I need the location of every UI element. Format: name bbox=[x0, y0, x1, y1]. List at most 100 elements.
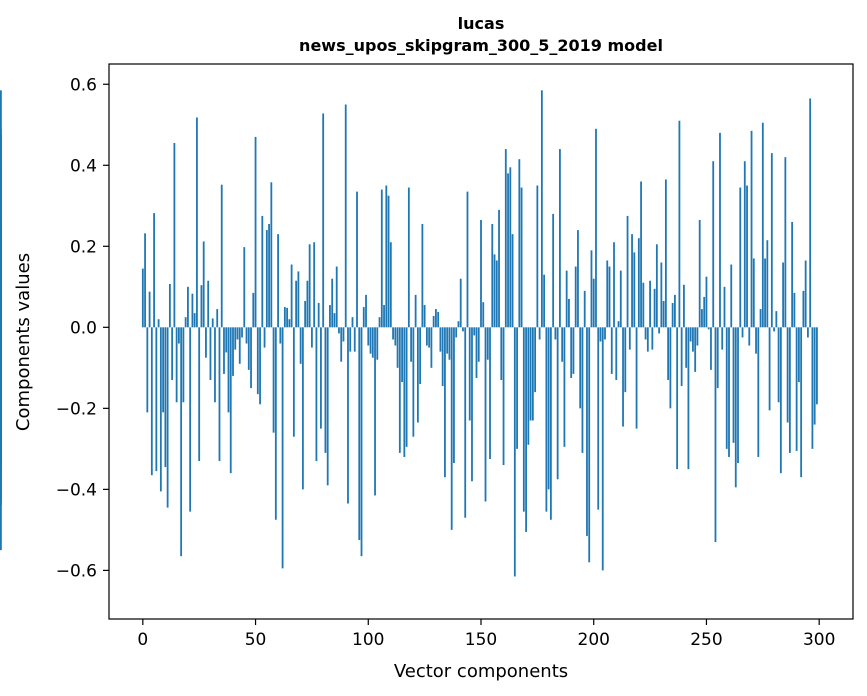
bar-56 bbox=[268, 224, 270, 328]
bars-group bbox=[0, 90, 818, 577]
bar-93 bbox=[351, 317, 354, 328]
bar-164 bbox=[511, 234, 514, 328]
y-tick-label: −0.4 bbox=[56, 480, 97, 500]
bar-undefined bbox=[0, 327, 2, 380]
bar-214 bbox=[624, 327, 627, 393]
bar-225 bbox=[649, 280, 651, 328]
bar-204 bbox=[601, 327, 604, 571]
bar-234 bbox=[669, 327, 672, 409]
bar-41 bbox=[234, 327, 237, 350]
chart-title: lucas bbox=[458, 14, 505, 33]
bar-133 bbox=[441, 327, 444, 387]
bar-47 bbox=[247, 327, 250, 370]
bar-85 bbox=[333, 313, 336, 328]
bar-295 bbox=[807, 327, 809, 338]
bar-282 bbox=[777, 327, 780, 403]
bar-122 bbox=[416, 327, 419, 423]
x-axis: 0 50 100 150 200 250 300 bbox=[137, 619, 835, 650]
bar-192 bbox=[574, 266, 577, 328]
bar-144 bbox=[466, 191, 469, 328]
bar-44 bbox=[241, 327, 243, 338]
bar-undefined bbox=[0, 327, 2, 470]
bar-6 bbox=[155, 327, 158, 472]
y-tick-label: −0.2 bbox=[56, 399, 97, 419]
y-tick-label: 0.0 bbox=[70, 318, 97, 338]
bar-158 bbox=[498, 209, 500, 328]
x-tick-label: 200 bbox=[578, 630, 610, 650]
bar-131 bbox=[437, 311, 440, 328]
bar-59 bbox=[274, 327, 277, 520]
bar-125 bbox=[423, 305, 426, 328]
bar-256 bbox=[719, 132, 721, 328]
bar-242 bbox=[687, 327, 690, 470]
bar-229 bbox=[658, 327, 661, 334]
bar-30 bbox=[209, 327, 212, 380]
bar-209 bbox=[613, 242, 615, 328]
bar-102 bbox=[371, 327, 374, 358]
bar-9 bbox=[162, 327, 165, 413]
bar-145 bbox=[468, 327, 471, 421]
bar-187 bbox=[563, 327, 566, 447]
bar-259 bbox=[725, 327, 728, 449]
bar-299 bbox=[816, 327, 818, 405]
bar-168 bbox=[520, 187, 523, 328]
bar-99 bbox=[365, 294, 367, 328]
bar-112 bbox=[394, 327, 397, 346]
bar-124 bbox=[421, 224, 424, 328]
bar-244 bbox=[692, 327, 694, 352]
bar-54 bbox=[263, 327, 266, 348]
bar-88 bbox=[340, 327, 343, 362]
bar-273 bbox=[757, 327, 760, 457]
bar-221 bbox=[640, 181, 642, 328]
bar-220 bbox=[637, 238, 640, 328]
bar-249 bbox=[703, 296, 706, 328]
bar-69 bbox=[297, 271, 300, 328]
bar-29 bbox=[207, 280, 210, 328]
bar-91 bbox=[347, 327, 349, 504]
bar-86 bbox=[335, 266, 338, 328]
bar-162 bbox=[507, 173, 509, 328]
bar-35 bbox=[220, 184, 223, 328]
bar-89 bbox=[342, 327, 345, 342]
bar-275 bbox=[761, 122, 764, 328]
bar-257 bbox=[721, 327, 724, 350]
bar-117 bbox=[405, 327, 408, 447]
bar-40 bbox=[232, 327, 234, 376]
bar-292 bbox=[800, 327, 803, 478]
bar-195 bbox=[581, 327, 584, 453]
bar-126 bbox=[425, 327, 428, 346]
bar-177 bbox=[540, 90, 543, 328]
bar-284 bbox=[782, 262, 785, 328]
bar-262 bbox=[732, 327, 735, 443]
bar-71 bbox=[301, 327, 304, 490]
bar-110 bbox=[389, 242, 392, 328]
bar-39 bbox=[229, 327, 232, 474]
bar-31 bbox=[211, 318, 214, 328]
plot-frame bbox=[108, 63, 854, 620]
bar-243 bbox=[689, 327, 692, 342]
bar-255 bbox=[716, 327, 719, 389]
bar-64 bbox=[286, 307, 289, 328]
x-tick-label: 100 bbox=[352, 630, 384, 650]
bar-5 bbox=[153, 213, 155, 328]
bar-286 bbox=[786, 327, 789, 423]
x-tick-label: 250 bbox=[690, 630, 722, 650]
bar-191 bbox=[572, 327, 575, 374]
bar-36 bbox=[223, 327, 225, 374]
bar-188 bbox=[565, 270, 568, 328]
bar-190 bbox=[570, 327, 573, 378]
bar-193 bbox=[577, 230, 579, 328]
bar-223 bbox=[644, 327, 647, 340]
bar-203 bbox=[599, 327, 602, 342]
bar-236 bbox=[673, 294, 676, 328]
bar-248 bbox=[701, 309, 703, 328]
bar-156 bbox=[493, 254, 496, 328]
bar-183 bbox=[554, 327, 557, 340]
bar-293 bbox=[802, 290, 805, 328]
bar-68 bbox=[295, 280, 298, 328]
bar-237 bbox=[676, 327, 679, 470]
bar-213 bbox=[622, 327, 624, 427]
bar-52 bbox=[259, 327, 261, 405]
bar-82 bbox=[326, 327, 329, 486]
bar-185 bbox=[559, 149, 561, 328]
